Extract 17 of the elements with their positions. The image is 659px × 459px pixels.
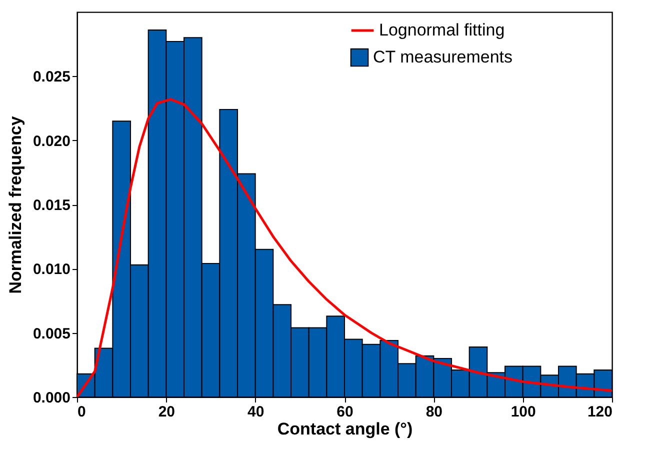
x-tick-label: 100 bbox=[510, 404, 536, 420]
legend-label: CT measurements bbox=[373, 48, 513, 66]
x-axis-title: Contact angle (°) bbox=[277, 420, 413, 438]
x-tick-label: 60 bbox=[336, 404, 354, 420]
y-tick-label: 0.020 bbox=[32, 132, 70, 150]
x-tick-label: 0 bbox=[78, 404, 86, 420]
y-tick-label: 0.025 bbox=[32, 68, 70, 86]
y-axis-title: Normalized frequency bbox=[6, 116, 25, 294]
x-tick-label: 20 bbox=[158, 404, 176, 420]
x-tick-label: 80 bbox=[426, 404, 443, 420]
x-tick-label: 40 bbox=[247, 404, 264, 420]
y-tick-label: 0.000 bbox=[32, 390, 70, 406]
y-tick-label: 0.015 bbox=[32, 197, 70, 214]
legend-label: Lognormal fitting bbox=[379, 20, 505, 40]
y-tick-label: 0.005 bbox=[32, 325, 70, 342]
y-tick-label: 0.010 bbox=[32, 261, 70, 278]
x-tick-label: 120 bbox=[587, 404, 612, 420]
